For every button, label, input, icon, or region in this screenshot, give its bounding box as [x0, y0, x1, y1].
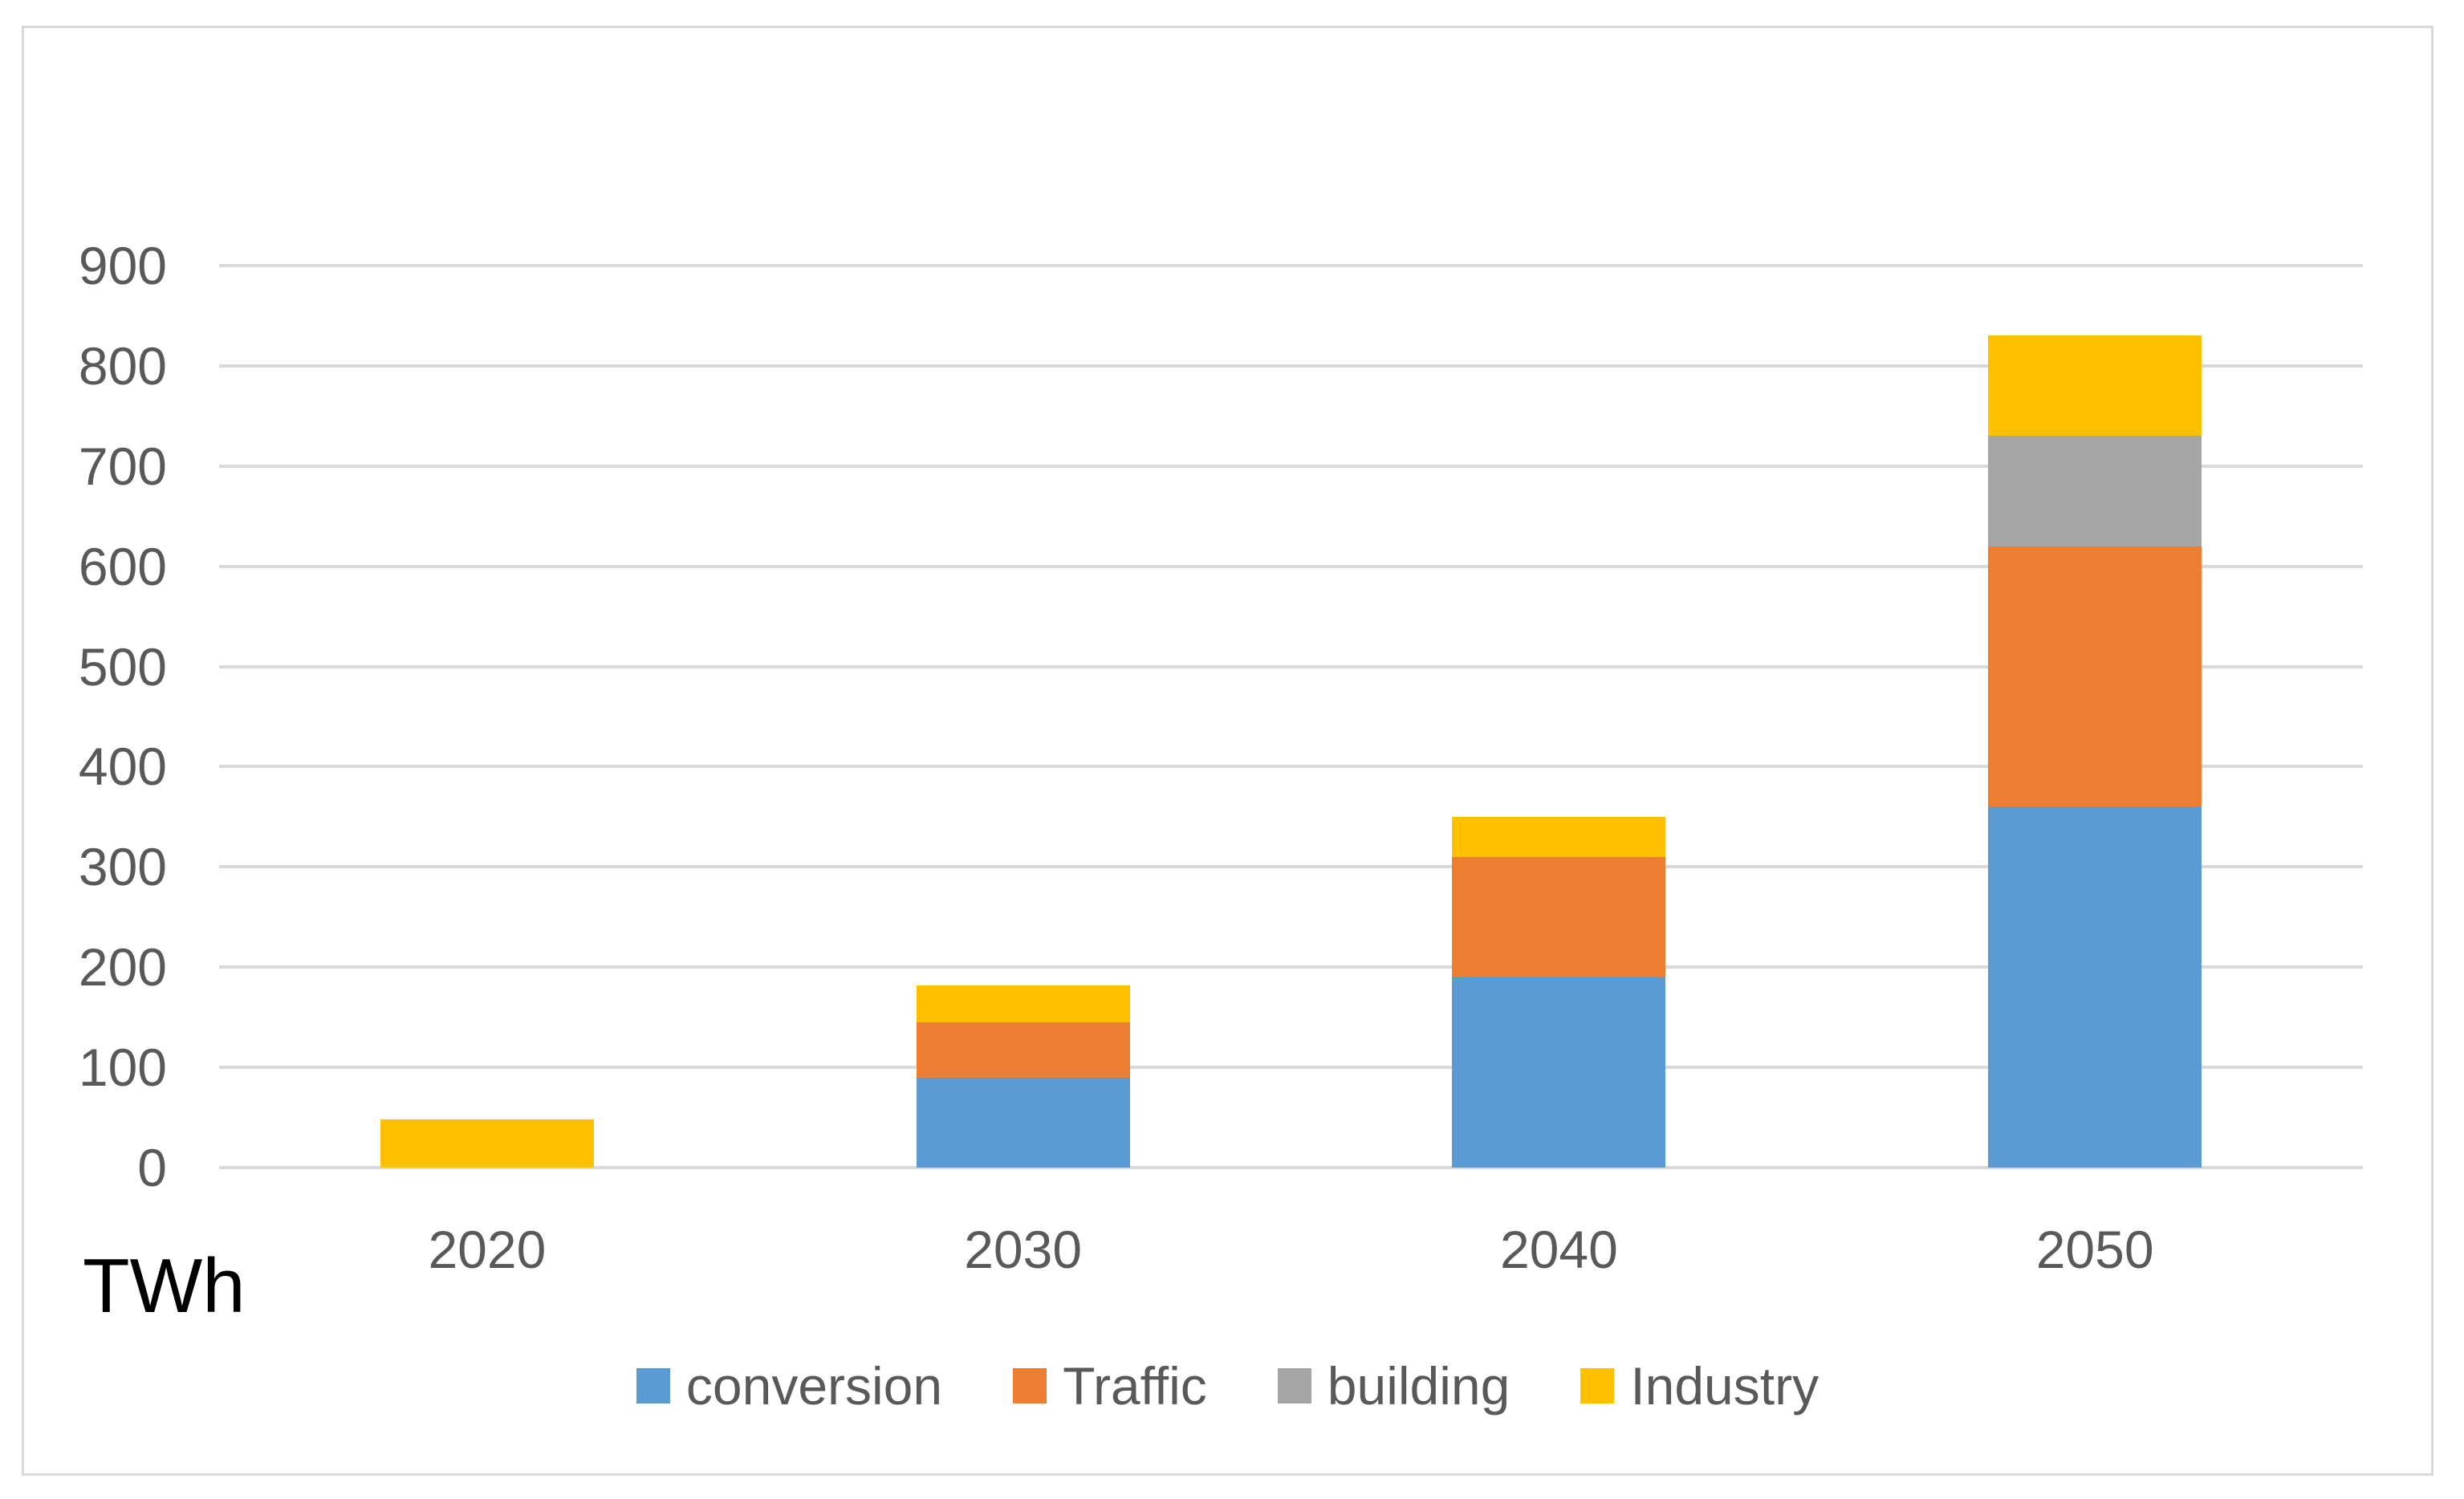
x-axis-label-2050: 2050 — [2035, 1220, 2154, 1279]
bar-2040-Industry — [1452, 816, 1666, 857]
bar-2020-Industry — [380, 1119, 594, 1168]
gridline-200 — [219, 965, 2363, 969]
y-tick-label-500: 500 — [78, 636, 167, 697]
gridline-500 — [219, 664, 2363, 668]
legend-marker-building — [1277, 1368, 1311, 1404]
y-tick-label-400: 400 — [78, 737, 167, 797]
legend-label-Industry: Industry — [1630, 1356, 1820, 1416]
bar-2050-Traffic — [1988, 546, 2202, 807]
gridline-600 — [219, 564, 2363, 568]
legend-marker-Traffic — [1013, 1368, 1047, 1404]
legend-item-Industry: Industry — [1580, 1354, 1819, 1418]
bar-2030-conversion — [916, 1077, 1130, 1168]
legend-item-building: building — [1277, 1354, 1511, 1418]
gridline-0 — [219, 1166, 2363, 1169]
gridline-800 — [219, 364, 2363, 368]
bar-2040-conversion — [1452, 977, 1666, 1168]
gridline-400 — [219, 765, 2363, 769]
y-tick-label-600: 600 — [78, 536, 167, 596]
legend: conversion Traffic building Industry — [24, 1354, 2431, 1418]
legend-label-building: building — [1327, 1356, 1511, 1416]
legend-item-conversion: conversion — [636, 1354, 942, 1418]
bar-2050-building — [1988, 436, 2202, 546]
y-tick-label-700: 700 — [78, 436, 167, 496]
legend-item-Traffic: Traffic — [1013, 1354, 1207, 1418]
legend-marker-Industry — [1580, 1368, 1615, 1404]
gridline-300 — [219, 865, 2363, 869]
bar-2030-Industry — [916, 985, 1130, 1022]
y-tick-label-800: 800 — [78, 335, 167, 396]
bar-2050-Industry — [1988, 335, 2202, 437]
gridline-700 — [219, 464, 2363, 468]
y-tick-label-200: 200 — [78, 937, 167, 997]
y-tick-label-900: 900 — [78, 236, 167, 295]
legend-marker-conversion — [636, 1368, 670, 1404]
y-axis-unit-label: TWh — [83, 1243, 246, 1329]
bar-2040-Traffic — [1452, 856, 1666, 977]
gridline-100 — [219, 1066, 2363, 1070]
chart-card: 0 100 200 300 400 500 600 700 800 900 2020 2030 2040… — [22, 26, 2434, 1476]
y-tick-label-300: 300 — [78, 837, 167, 897]
gridline-900 — [219, 264, 2363, 267]
x-axis-label-2040: 2040 — [1499, 1220, 1618, 1279]
x-axis-label-2030: 2030 — [964, 1220, 1083, 1279]
plot-area: 0 100 200 300 400 500 600 700 800 900 2020 2030 2040… — [24, 28, 2431, 1473]
bar-2050-conversion — [1988, 806, 2202, 1168]
legend-label-Traffic: Traffic — [1063, 1356, 1207, 1416]
x-axis-label-2020: 2020 — [428, 1220, 547, 1279]
bar-2030-Traffic — [916, 1022, 1130, 1078]
y-tick-label-0: 0 — [137, 1138, 167, 1197]
legend-label-conversion: conversion — [685, 1356, 943, 1416]
y-tick-label-100: 100 — [78, 1038, 167, 1098]
